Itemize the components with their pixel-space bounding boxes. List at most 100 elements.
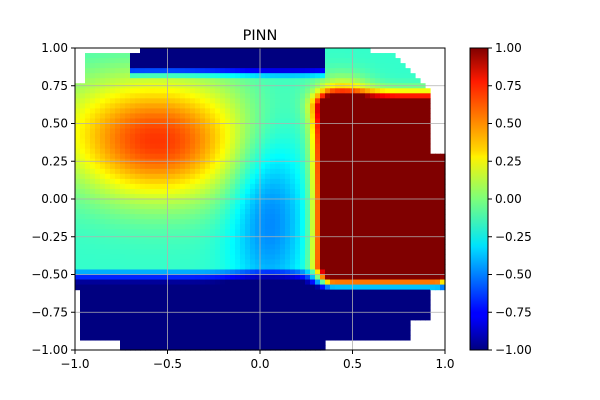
heatmap-cell <box>205 48 211 54</box>
heatmap-cell <box>400 113 406 120</box>
heatmap-cell <box>195 133 201 140</box>
heatmap-cell <box>310 178 316 185</box>
heatmap-cell <box>215 284 221 291</box>
heatmap-cell <box>415 128 421 135</box>
heatmap-cell <box>145 329 151 336</box>
heatmap-cell <box>330 284 336 291</box>
heatmap-cell <box>90 63 96 69</box>
heatmap-cell <box>265 329 271 336</box>
heatmap-cell <box>330 118 336 125</box>
heatmap-cell <box>370 68 376 74</box>
heatmap-cell <box>250 138 256 145</box>
heatmap-cell <box>200 229 206 235</box>
heatmap-cell <box>410 113 416 120</box>
heatmap-cell <box>195 108 201 115</box>
heatmap-cell <box>265 188 271 195</box>
heatmap-cell <box>245 254 251 260</box>
heatmap-cell <box>320 128 326 135</box>
heatmap-cell <box>85 58 91 64</box>
heatmap-cell <box>370 224 376 230</box>
heatmap-cell <box>215 143 221 150</box>
heatmap-cell <box>210 199 216 205</box>
heatmap-cell <box>130 173 136 180</box>
heatmap-cell <box>280 133 286 140</box>
heatmap-cell <box>395 178 401 185</box>
heatmap-cell <box>195 199 201 205</box>
heatmap-cell <box>290 214 296 220</box>
heatmap-cell <box>380 334 386 341</box>
colorbar-tick-label: 0.50 <box>495 117 522 131</box>
heatmap-cell <box>370 334 376 341</box>
heatmap-cell <box>345 284 351 291</box>
heatmap-cell <box>375 103 381 109</box>
heatmap-cell <box>205 204 211 210</box>
heatmap-cell <box>410 229 416 235</box>
heatmap-cell <box>360 78 366 84</box>
heatmap-cell <box>420 138 426 145</box>
heatmap-cell <box>275 294 281 301</box>
heatmap-cell <box>370 138 376 145</box>
heatmap-cell <box>100 219 106 225</box>
heatmap-cell <box>185 123 191 130</box>
heatmap-cell <box>390 173 396 180</box>
heatmap-cell <box>365 209 371 215</box>
heatmap-cell <box>365 93 371 99</box>
x-tick-label: 1.0 <box>435 357 454 371</box>
heatmap-cell <box>435 249 441 255</box>
heatmap-cell <box>195 53 201 59</box>
heatmap-cell <box>220 334 226 341</box>
heatmap-cell <box>130 63 136 69</box>
heatmap-cell <box>325 204 331 210</box>
heatmap-cell <box>415 269 421 276</box>
heatmap-cell <box>115 153 121 160</box>
heatmap-cell <box>235 279 241 286</box>
heatmap-cell <box>370 324 376 331</box>
heatmap-cell <box>335 73 341 79</box>
heatmap-cell <box>140 103 146 109</box>
heatmap-cell <box>400 324 406 331</box>
heatmap-cell <box>105 269 111 276</box>
heatmap-cell <box>375 143 381 150</box>
heatmap-cell <box>285 98 291 104</box>
heatmap-cell <box>435 259 441 266</box>
heatmap-cell <box>220 128 226 135</box>
heatmap-cell <box>260 113 266 120</box>
heatmap-cell <box>340 289 346 296</box>
heatmap-cell <box>215 274 221 281</box>
heatmap-cell <box>115 113 121 120</box>
heatmap-cell <box>160 269 166 276</box>
heatmap-cell <box>370 239 376 245</box>
heatmap-cell <box>280 88 286 94</box>
heatmap-cell <box>230 209 236 215</box>
heatmap-cell <box>320 88 326 94</box>
heatmap-cell <box>415 173 421 180</box>
y-tick-label: −0.50 <box>31 268 68 282</box>
heatmap-cell <box>260 188 266 195</box>
heatmap-cell <box>260 183 266 190</box>
heatmap-cell <box>355 63 361 69</box>
heatmap-cell <box>105 133 111 140</box>
heatmap-cell <box>225 133 231 140</box>
heatmap-cell <box>230 284 236 291</box>
heatmap-cell <box>305 269 311 276</box>
heatmap-cell <box>225 249 231 255</box>
heatmap-cell <box>365 58 371 64</box>
heatmap-cell <box>225 284 231 291</box>
heatmap-cell <box>270 53 276 59</box>
heatmap-cell <box>85 73 91 79</box>
heatmap-cell <box>410 168 416 175</box>
heatmap-cell <box>330 239 336 245</box>
heatmap-cell <box>140 299 146 306</box>
heatmap-cell <box>185 78 191 84</box>
heatmap-cell <box>330 163 336 170</box>
heatmap-cell <box>90 289 96 296</box>
heatmap-cell <box>395 209 401 215</box>
heatmap-cell <box>150 73 156 79</box>
heatmap-cell <box>290 148 296 155</box>
heatmap-cell <box>150 108 156 115</box>
heatmap-cell <box>145 254 151 260</box>
heatmap-cell <box>105 98 111 104</box>
heatmap-cell <box>280 289 286 296</box>
heatmap-cell <box>345 108 351 115</box>
heatmap-cell <box>400 188 406 195</box>
